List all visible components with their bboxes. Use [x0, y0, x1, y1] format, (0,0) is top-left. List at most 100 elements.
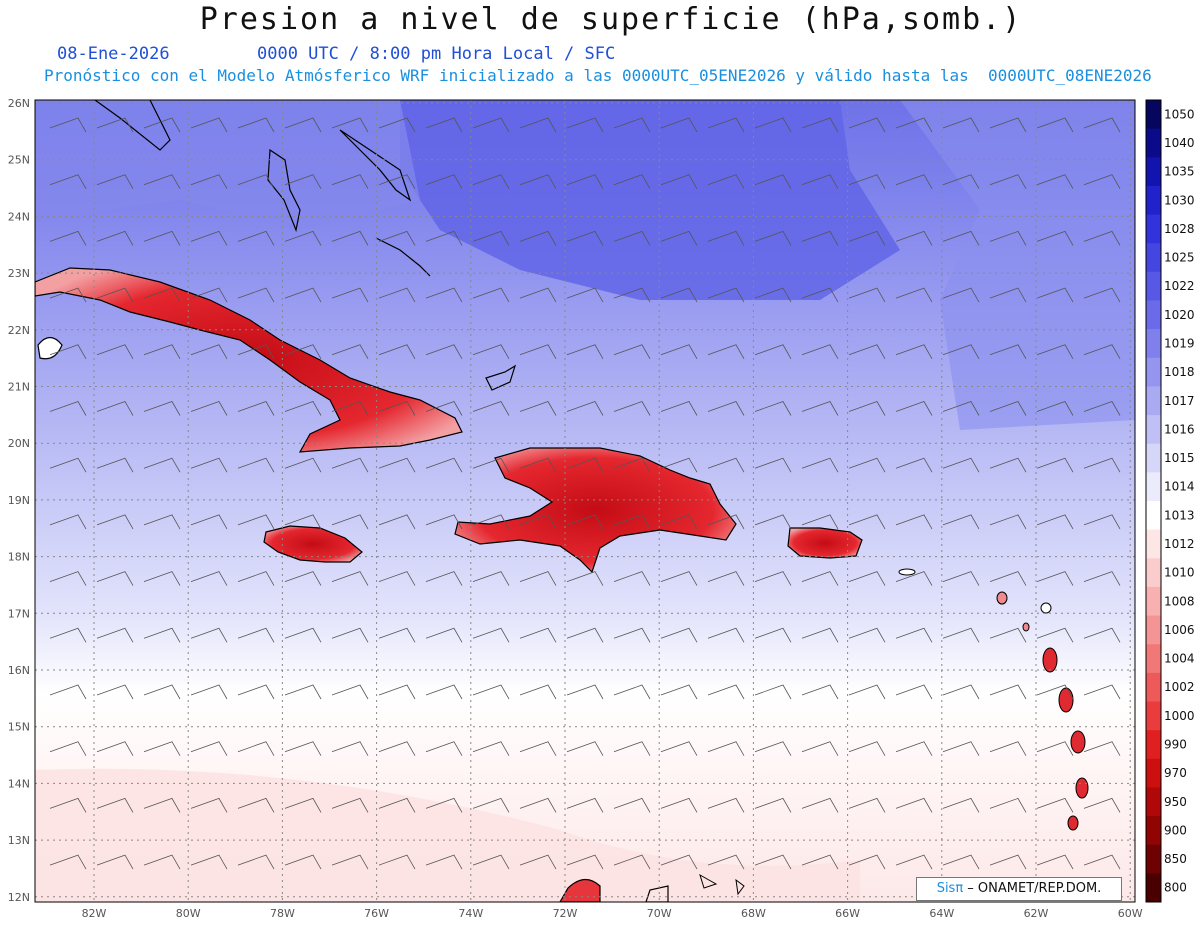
wind-barb — [660, 514, 698, 530]
wind-barb — [1083, 457, 1121, 473]
wind-barb — [660, 457, 698, 473]
longitude-label: 68W — [741, 907, 766, 920]
wind-barb — [49, 797, 87, 813]
wind-barb — [143, 514, 181, 530]
wind-barb — [989, 287, 1027, 303]
wind-barb — [754, 854, 792, 870]
wind-barb — [425, 571, 463, 586]
wind-barb — [707, 514, 745, 530]
colorbar-label: 800 — [1164, 881, 1187, 895]
wind-barb — [237, 230, 275, 246]
wind-barb — [519, 117, 557, 133]
wind-barb — [707, 287, 745, 303]
wind-barb — [942, 854, 980, 870]
wind-barb — [613, 854, 651, 870]
wind-barb — [1083, 117, 1121, 133]
wind-barb — [707, 117, 745, 133]
wind-barb — [1084, 912, 1120, 926]
wind-barb — [707, 684, 745, 700]
forecast-date: 08-Ene-2026 — [57, 44, 170, 64]
wind-barb — [848, 457, 886, 473]
wind-barb — [1036, 174, 1074, 189]
wind-barb — [190, 797, 228, 813]
wind-barb — [802, 912, 838, 926]
wind-barb — [707, 344, 745, 359]
wind-barb — [519, 457, 557, 473]
wind-barb — [284, 230, 322, 246]
wind-barb — [1083, 627, 1121, 643]
wind-barb — [989, 230, 1027, 246]
wind-barb — [378, 230, 416, 246]
colorbar-label: 1035 — [1164, 165, 1195, 179]
dominica-island — [1058, 687, 1074, 713]
bahamas-eleuthera — [339, 129, 412, 202]
wind-barb — [425, 287, 463, 303]
colorbar-label: 990 — [1164, 737, 1187, 751]
wind-barb — [472, 457, 510, 473]
wind-barb — [284, 797, 322, 813]
wind-barb — [1083, 797, 1121, 813]
wind-barb — [426, 912, 462, 926]
wind-barb — [143, 797, 181, 813]
wind-barb — [566, 571, 604, 586]
wind-barb — [190, 344, 228, 359]
wind-barb — [331, 514, 369, 530]
wind-barb — [472, 571, 510, 586]
wind-barb — [989, 117, 1027, 133]
wind-barb — [284, 287, 322, 303]
wind-barb — [237, 457, 275, 473]
wind-barb — [1036, 117, 1074, 133]
wind-barb — [614, 912, 650, 926]
wind-barb — [942, 344, 980, 359]
wind-barb — [378, 457, 416, 473]
colorbar-label: 1002 — [1164, 680, 1195, 694]
wind-barb — [989, 401, 1027, 416]
wind-barb — [848, 287, 886, 303]
wind-barb — [895, 401, 933, 416]
wind-barb — [49, 627, 87, 643]
wind-barb — [331, 741, 369, 756]
wind-barb — [472, 741, 510, 756]
latitude-label: 24N — [8, 210, 30, 223]
wind-barb — [1036, 514, 1074, 530]
wind-barb — [754, 174, 792, 189]
wind-barb — [425, 627, 463, 643]
wind-barb — [801, 344, 839, 359]
wind-barb — [895, 344, 933, 359]
wind-barb — [754, 401, 792, 416]
wind-barb — [613, 457, 651, 473]
colorbar-swatch — [1146, 816, 1161, 846]
graticule — [35, 100, 1135, 902]
wind-barb — [566, 854, 604, 870]
wind-barb — [237, 514, 275, 530]
pressure-map: 26N 25N 24N 23N 22N 21N 20N 19N 18N 17N 16N 15N 14N 1… — [8, 97, 1195, 926]
colorbar-label: 1014 — [1164, 480, 1195, 494]
wind-barb — [613, 287, 651, 303]
wind-barb — [848, 514, 886, 530]
colorbar-swatch — [1146, 586, 1161, 617]
latitude-label: 19N — [8, 494, 30, 507]
colorbar-swatch — [1146, 701, 1161, 731]
wind-barb — [895, 514, 933, 530]
wind-barb — [989, 174, 1027, 189]
wind-barb — [237, 627, 275, 643]
wind-barb — [425, 230, 463, 246]
wind-barb — [49, 741, 87, 756]
colorbar-swatch — [1146, 214, 1161, 244]
wind-barb — [989, 344, 1027, 359]
wind-barb — [1036, 457, 1074, 473]
wind-barb — [237, 287, 275, 303]
wind-barb — [378, 571, 416, 586]
wind-barb — [237, 684, 275, 700]
wind-barb — [520, 912, 556, 926]
wind-barb — [284, 174, 322, 189]
wind-barb — [284, 854, 322, 870]
colorbar-label: 1030 — [1164, 193, 1195, 207]
wind-barb — [754, 344, 792, 359]
isla-juventud — [37, 336, 63, 360]
wind-barb — [190, 514, 228, 530]
florida-coast — [94, 100, 171, 151]
wind-barb — [378, 741, 416, 756]
wind-barb — [660, 230, 698, 246]
wind-barb — [895, 571, 933, 586]
